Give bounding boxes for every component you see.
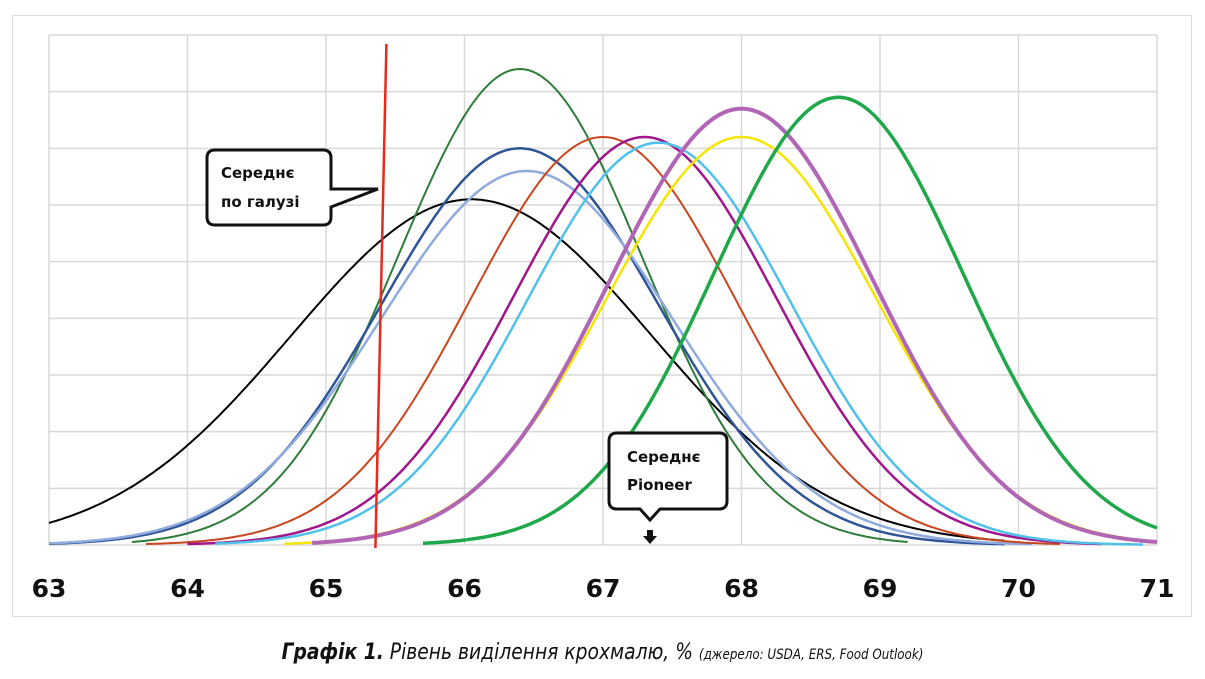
x-tick-label: 69 bbox=[863, 574, 898, 603]
x-tick-label: 64 bbox=[170, 574, 205, 603]
chart-caption: Графік 1. Рівень виділення крохмалю, % (… bbox=[90, 640, 1114, 665]
down-arrow-icon bbox=[643, 530, 657, 544]
pioneer-average-callout: Середнє Pioneer bbox=[607, 431, 729, 544]
series-curve-3 bbox=[48, 147, 1005, 546]
x-tick-label: 67 bbox=[586, 574, 621, 603]
distribution-curves bbox=[48, 67, 1158, 546]
x-tick-label: 63 bbox=[32, 574, 67, 603]
callout-industry-line2: по галузі bbox=[221, 193, 299, 211]
x-axis-ticks: 63 64 65 66 67 68 69 70 71 bbox=[32, 574, 1175, 603]
chart: 63 64 65 66 67 68 69 70 71 Середнє по галузі Сер… bbox=[32, 34, 1175, 603]
chart-title: Графік 1. bbox=[281, 640, 384, 665]
x-tick-label: 70 bbox=[1001, 574, 1036, 603]
industry-average-line bbox=[374, 43, 388, 549]
chart-subtitle: Рівень виділення крохмалю, % bbox=[389, 640, 693, 665]
series-curve-2 bbox=[132, 67, 908, 543]
series-curve-4 bbox=[48, 169, 1033, 546]
series-curve-5 bbox=[145, 135, 1061, 545]
callout-industry-line1: Середнє bbox=[221, 164, 294, 182]
series-curve-7 bbox=[215, 141, 1144, 546]
x-tick-label: 71 bbox=[1140, 574, 1175, 603]
series-curve-1 bbox=[48, 198, 1005, 542]
callout-pioneer-line2: Pioneer bbox=[627, 476, 692, 494]
x-tick-label: 66 bbox=[447, 574, 482, 603]
series-curve-9 bbox=[312, 106, 1158, 545]
industry-average-callout: Середнє по галузі bbox=[205, 148, 379, 227]
chart-frame bbox=[12, 15, 1192, 617]
x-tick-label: 68 bbox=[724, 574, 759, 603]
chart-source: (джерело: USDA, ERS, Food Outlook) bbox=[698, 647, 924, 663]
series-curve-10 bbox=[422, 95, 1158, 546]
x-tick-label: 65 bbox=[309, 574, 344, 603]
callout-pioneer-line1: Середнє bbox=[627, 448, 700, 466]
series-curve-6 bbox=[187, 135, 1102, 546]
